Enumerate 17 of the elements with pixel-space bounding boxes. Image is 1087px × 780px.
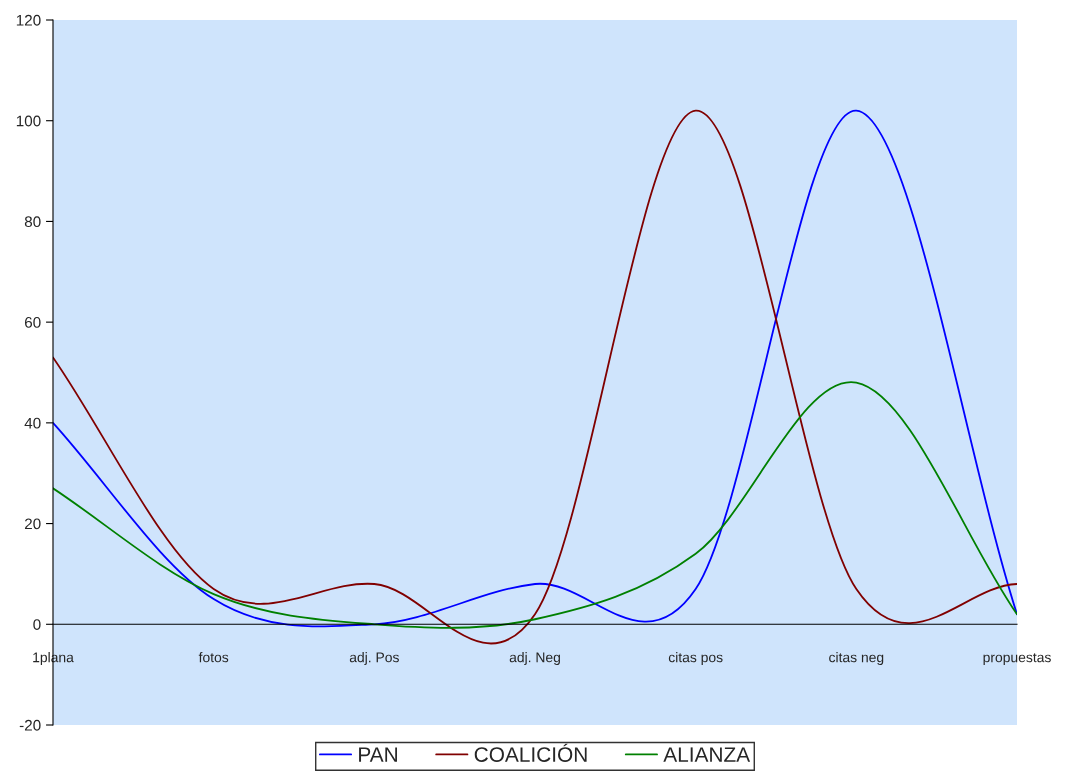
- y-tick-label: 120: [16, 14, 41, 26]
- y-tick-label: 60: [24, 317, 41, 328]
- y-tick-label: 0: [33, 619, 41, 630]
- x-tick-label: fotos: [198, 652, 229, 663]
- x-tick-label: adj. Pos: [349, 652, 399, 666]
- x-tick-label: citas neg: [829, 652, 884, 666]
- y-tick-label: -20: [19, 719, 41, 731]
- y-tick-label: 100: [16, 115, 41, 127]
- y-tick-label: 40: [24, 417, 41, 429]
- x-tick-label: propuestas: [983, 653, 1051, 666]
- legend-label: PAN: [359, 747, 397, 762]
- x-tick-label: adj. Neg: [509, 652, 560, 666]
- legend-label: ALIANZA: [663, 747, 751, 762]
- legend-label: COALICIÓN: [474, 743, 587, 762]
- x-tick-label: citas pos: [668, 652, 723, 666]
- y-tick-label: 20: [24, 518, 41, 530]
- y-tick-label: 80: [24, 216, 41, 228]
